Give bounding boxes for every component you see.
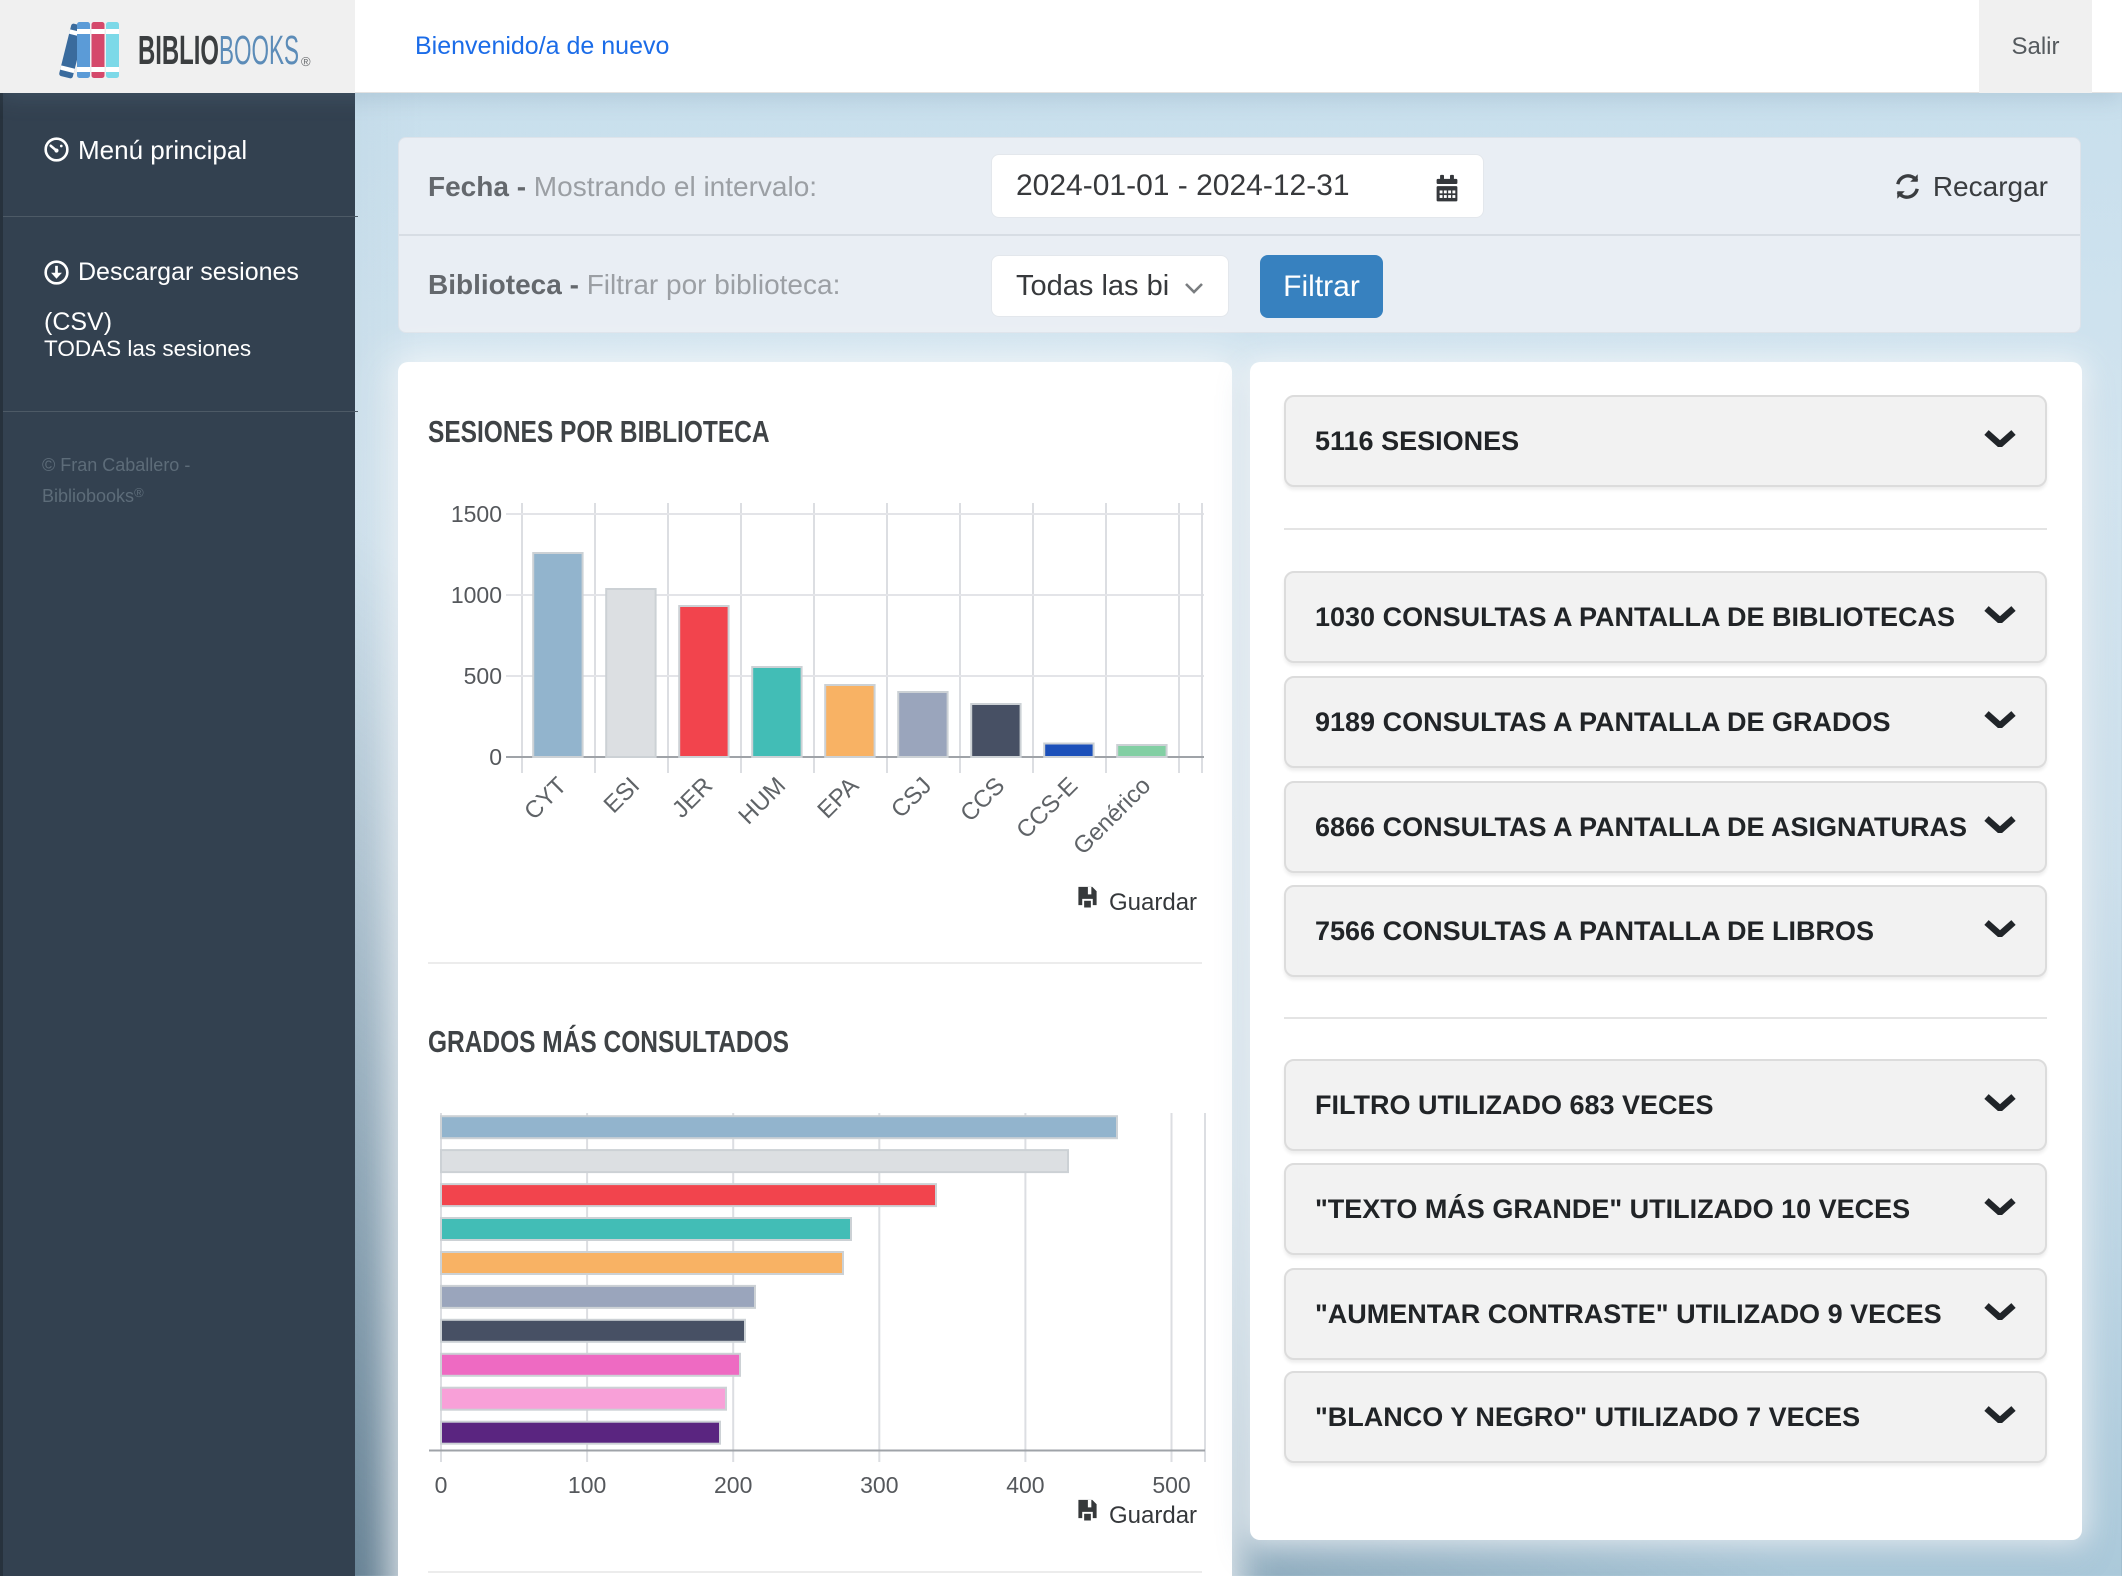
svg-text:CCS: CCS [955,772,1010,827]
svg-text:0: 0 [489,744,502,770]
svg-text:1500: 1500 [451,501,502,527]
svg-text:Genérico: Genérico [1068,772,1156,860]
svg-text:400: 400 [1006,1472,1044,1498]
svg-text:EPA: EPA [812,772,864,824]
svg-text:BIBLIO: BIBLIO [138,27,219,73]
svg-text:0: 0 [435,1472,448,1498]
svg-text:500: 500 [1152,1472,1190,1498]
svg-text:JER: JER [667,772,718,823]
svg-text:BOOKS: BOOKS [219,27,299,73]
svg-text:200: 200 [714,1472,752,1498]
svg-text:®: ® [301,54,311,69]
svg-text:CCS-E: CCS-E [1011,772,1083,844]
svg-text:500: 500 [464,663,502,689]
svg-text:ESI: ESI [599,772,645,818]
svg-text:300: 300 [860,1472,898,1498]
svg-text:HUM: HUM [733,772,791,830]
svg-text:CSJ: CSJ [886,772,937,823]
svg-text:CYT: CYT [519,772,572,825]
svg-text:100: 100 [568,1472,606,1498]
svg-text:1000: 1000 [451,582,502,608]
